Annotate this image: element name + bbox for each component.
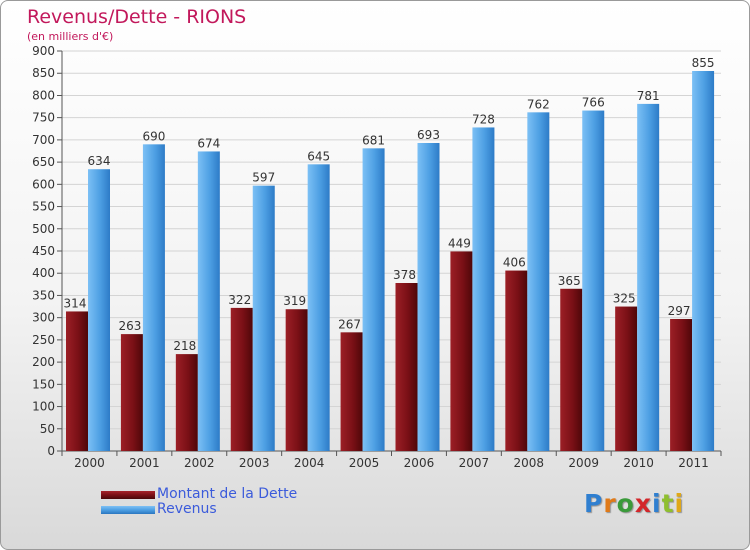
y-tick-label: 700	[32, 133, 55, 147]
legend-label-dette: Montant de la Dette	[157, 486, 298, 502]
bar-dette	[175, 354, 198, 451]
logo-letter: o	[616, 489, 635, 518]
y-tick-label: 500	[32, 222, 55, 236]
chart-subtitle: (en milliers d'€)	[27, 30, 114, 43]
data-label-dette: 325	[613, 292, 636, 306]
x-tick-label: 2009	[568, 456, 599, 470]
bar-revenus	[362, 148, 385, 452]
data-label-revenus: 766	[582, 96, 605, 110]
bar-revenus	[472, 127, 495, 451]
bar-revenus	[417, 143, 440, 451]
x-tick-label: 2000	[74, 456, 105, 470]
data-label-dette: 297	[668, 304, 691, 318]
data-label-revenus: 762	[527, 97, 550, 111]
y-tick-label: 200	[32, 355, 55, 369]
data-label-dette: 378	[393, 268, 416, 282]
data-label-revenus: 674	[197, 136, 220, 150]
x-tick-label: 2005	[349, 456, 380, 470]
bar-revenus	[252, 185, 275, 451]
y-tick-label: 350	[32, 288, 55, 302]
logo-letter: i	[674, 489, 685, 518]
y-tick-label: 900	[32, 44, 55, 58]
bar-revenus	[637, 103, 660, 451]
bar-dette	[670, 319, 693, 451]
y-tick-label: 250	[32, 333, 55, 347]
x-tick-label: 2004	[294, 456, 325, 470]
data-label-revenus: 681	[362, 133, 385, 147]
legend-label-revenus: Revenus	[157, 501, 217, 517]
y-tick-label: 100	[32, 400, 55, 414]
x-tick-label: 2010	[623, 456, 654, 470]
x-tick-label: 2001	[129, 456, 160, 470]
data-label-revenus: 728	[472, 112, 495, 126]
logo-letter: P	[584, 489, 604, 518]
bar-dette	[120, 334, 143, 451]
legend-swatch-dette	[101, 491, 155, 499]
data-label-dette: 319	[283, 294, 306, 308]
y-tick-label: 450	[32, 244, 55, 258]
logo-letter: i	[652, 489, 662, 518]
bar-dette	[340, 332, 363, 451]
y-tick-label: 0	[47, 444, 55, 458]
bar-revenus	[692, 71, 715, 451]
bar-dette	[395, 283, 418, 451]
logo-letter: x	[634, 489, 652, 518]
chart-title: Revenus/Dette - RIONS	[27, 6, 247, 28]
x-tick-label: 2002	[184, 456, 215, 470]
y-tick-label: 850	[32, 66, 55, 80]
y-tick-label: 600	[32, 177, 55, 191]
y-tick-label: 550	[32, 200, 55, 214]
x-tick-label: 2011	[678, 456, 709, 470]
y-tick-label: 800	[32, 88, 55, 102]
y-tick-label: 150	[32, 377, 55, 391]
bar-dette	[285, 309, 308, 451]
data-label-revenus: 855	[692, 56, 715, 70]
bar-dette	[66, 311, 88, 451]
data-label-dette: 218	[173, 339, 196, 353]
bar-revenus	[88, 169, 110, 451]
bar-revenus	[197, 151, 220, 451]
bar-revenus	[142, 144, 165, 452]
bar-dette	[450, 251, 473, 451]
x-tick-label: 2007	[459, 456, 490, 470]
legend-swatch-revenus	[101, 506, 155, 514]
data-label-dette: 314	[64, 296, 87, 310]
data-label-revenus: 781	[637, 89, 660, 103]
logo-letter: r	[603, 489, 617, 518]
data-label-dette: 365	[558, 274, 581, 288]
bar-dette	[560, 288, 583, 451]
proxiti-logo: Proxiti	[584, 489, 684, 518]
y-tick-label: 50	[40, 422, 55, 436]
bar-revenus	[307, 164, 330, 452]
data-label-revenus: 597	[252, 171, 275, 185]
x-tick-label: 2003	[239, 456, 270, 470]
bar-revenus	[582, 110, 605, 452]
data-label-revenus: 690	[142, 129, 165, 143]
data-label-revenus: 693	[417, 128, 440, 142]
data-label-dette: 406	[503, 256, 526, 270]
y-tick-label: 400	[32, 266, 55, 280]
data-label-revenus: 634	[88, 154, 111, 168]
bar-dette	[230, 307, 253, 451]
data-label-dette: 449	[448, 236, 471, 250]
data-label-revenus: 645	[307, 149, 330, 163]
data-label-dette: 322	[228, 293, 251, 307]
data-label-dette: 267	[338, 317, 361, 331]
x-tick-label: 2006	[404, 456, 435, 470]
y-tick-label: 300	[32, 311, 55, 325]
bar-dette	[505, 270, 528, 451]
x-tick-label: 2008	[514, 456, 545, 470]
bar-revenus	[527, 112, 550, 451]
logo-letter: t	[661, 489, 675, 518]
y-tick-label: 650	[32, 155, 55, 169]
data-label-dette: 263	[118, 319, 141, 333]
y-tick-label: 750	[32, 111, 55, 125]
bar-dette	[615, 306, 638, 451]
